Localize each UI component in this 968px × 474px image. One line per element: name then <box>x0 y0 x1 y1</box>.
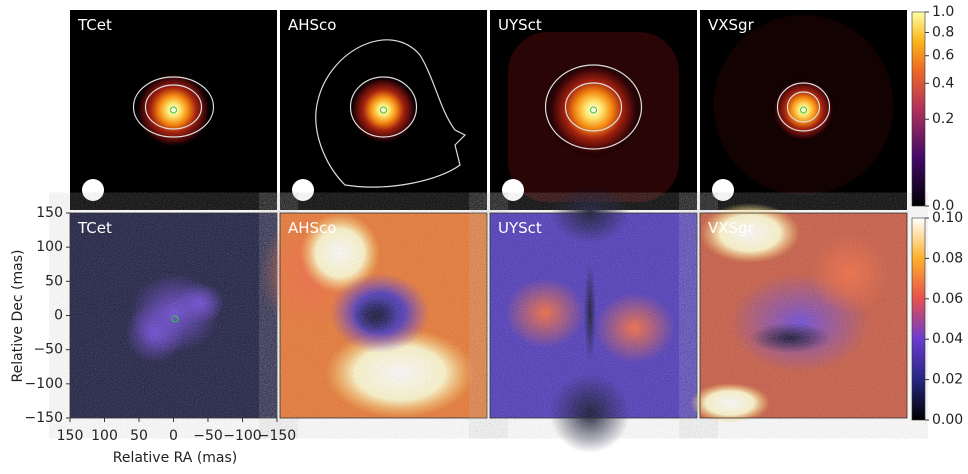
noise <box>70 213 277 418</box>
noise <box>490 213 697 418</box>
colorbar-tick-label: 0.00 <box>932 412 963 428</box>
star-image <box>772 78 836 142</box>
colorbar-top <box>912 12 925 206</box>
panel-label: TCet <box>77 16 112 34</box>
y-tick-label: 0 <box>54 308 63 324</box>
noise <box>280 213 487 418</box>
colorbar-tick-label: 0.6 <box>932 48 954 64</box>
y-tick-label: 50 <box>45 273 63 289</box>
panel-label: UYSct <box>498 16 542 34</box>
x-axis-label: Relative RA (mas) <box>113 450 238 466</box>
beam <box>292 179 314 201</box>
beam <box>712 179 734 201</box>
panel-label: AHSco <box>288 16 337 34</box>
y-tick-label: 150 <box>36 205 63 221</box>
x-tick-label: 100 <box>91 428 118 444</box>
colorbar-tick-label: 0.08 <box>932 250 963 266</box>
colorbar-tick-label: 0.02 <box>932 372 963 388</box>
x-tick-label: −50 <box>193 428 223 444</box>
colorbar-tick-label: 0.4 <box>932 75 954 91</box>
x-tick-label: 150 <box>57 428 84 444</box>
colorbar-tick-label: 0.10 <box>932 210 963 226</box>
x-tick-label: −100 <box>223 428 261 444</box>
colorbar-tick-label: 0.2 <box>932 111 954 127</box>
beam <box>502 179 524 201</box>
beam <box>82 179 104 201</box>
panel-label: AHSco <box>288 219 337 237</box>
colorbar-tick-label: 0.8 <box>932 24 954 40</box>
y-axis-label: Relative Dec (mas) <box>10 250 26 383</box>
colorbar-tick-label: 0.06 <box>932 291 963 307</box>
colorbar-tick-label: 1.0 <box>932 4 954 20</box>
figure: TCet AHSco UYSct VXSgr TCet AHSco UYSct VXSgr R… <box>0 0 968 470</box>
panels: TCet AHSco UYSct VXSgr TCet AHSco UYSct VXSgr <box>70 10 907 453</box>
x-tick-label: 0 <box>169 428 178 444</box>
panel-label: UYSct <box>498 219 542 237</box>
y-tick-label: 100 <box>36 239 63 255</box>
y-tick-label: −150 <box>25 410 63 426</box>
y-tick-label: −100 <box>25 376 63 392</box>
colorbar-bottom <box>912 218 925 420</box>
y-tick-label: −50 <box>33 342 63 358</box>
panel-label: TCet <box>77 219 112 237</box>
x-tick-label: 50 <box>130 428 148 444</box>
panel-label: VXSgr <box>708 16 755 34</box>
panel-label: VXSgr <box>708 219 755 237</box>
colorbar-tick-label: 0.04 <box>932 331 963 347</box>
x-tick-label: −150 <box>258 428 296 444</box>
noise <box>700 213 907 418</box>
